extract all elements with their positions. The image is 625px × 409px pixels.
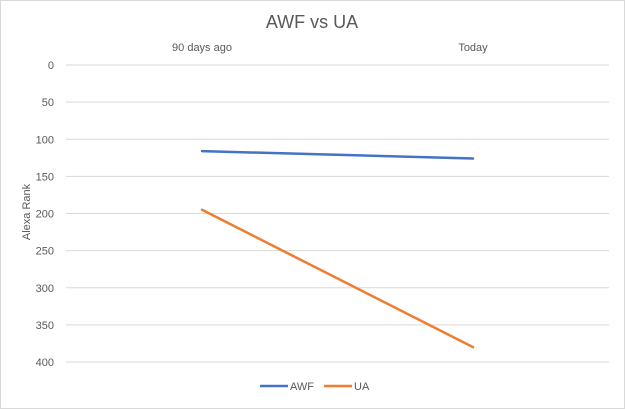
y-tick-label: 200 — [36, 209, 54, 221]
y-tick-label: 50 — [42, 97, 54, 109]
x-tick-label: 90 days ago — [172, 42, 232, 54]
chart-title: AWF vs UA — [266, 12, 358, 32]
series-line-ua — [200, 208, 475, 349]
y-tick-label: 100 — [36, 134, 54, 146]
y-tick-label: 350 — [36, 320, 54, 332]
y-tick-label: 0 — [48, 60, 54, 72]
y-tick-label: 300 — [36, 283, 54, 295]
legend-label-awf: AWF — [290, 381, 314, 393]
y-tick-label: 400 — [36, 357, 54, 369]
gridlines — [66, 64, 609, 363]
x-axis-ticks: 90 days ago Today — [172, 42, 488, 54]
legend: AWF UA — [260, 381, 370, 393]
y-axis-title: Alexa Rank — [21, 183, 33, 240]
legend-label-ua: UA — [354, 381, 370, 393]
y-tick-label: 250 — [36, 246, 54, 258]
x-tick-label: Today — [458, 42, 488, 54]
series-line-awf — [200, 149, 475, 160]
series-lines — [200, 149, 475, 349]
y-tick-label: 150 — [36, 171, 54, 183]
y-axis-ticks: 0 50 100 150 200 250 300 350 400 — [36, 60, 54, 369]
